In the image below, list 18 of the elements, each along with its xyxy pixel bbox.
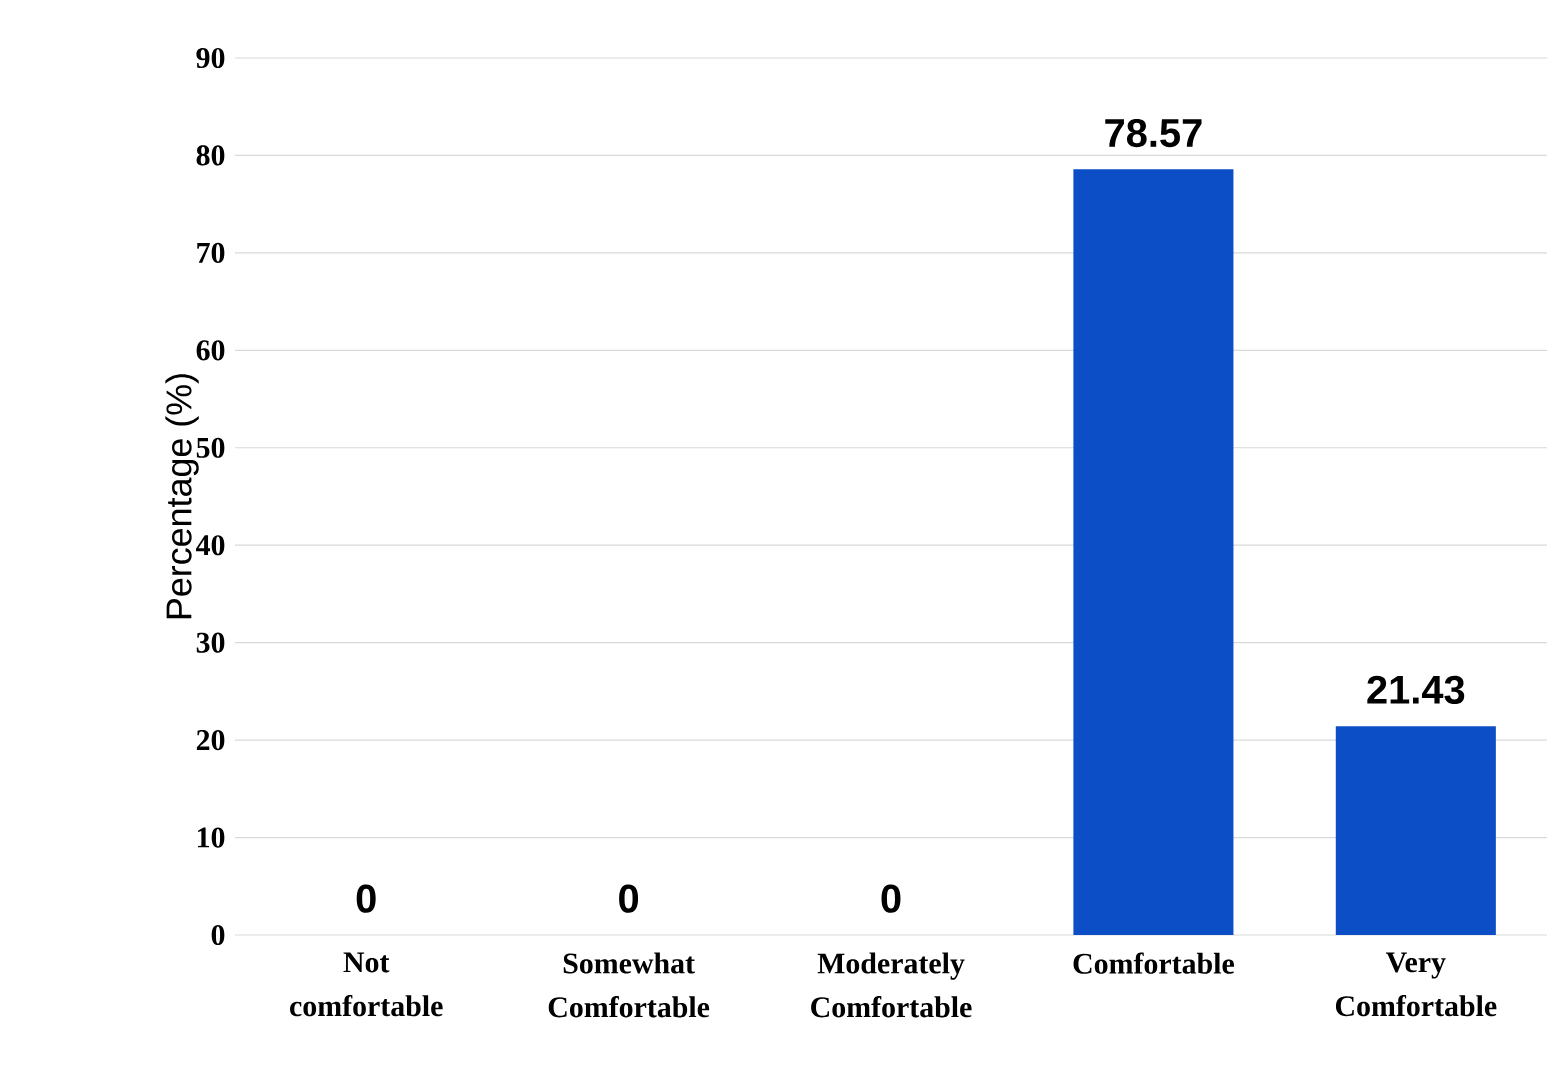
data-label: 0 — [619, 884, 639, 913]
x-tick-label: Somewhat Comfortable — [548, 952, 710, 1018]
y-tick-label: 90 — [196, 47, 225, 69]
x-tick-label: Not comfortable — [290, 952, 443, 1017]
data-label: 0 — [356, 884, 376, 913]
y-tick-label: 70 — [197, 242, 225, 263]
y-tick-label: 30 — [196, 632, 225, 653]
y-tick-label: 0 — [211, 924, 225, 946]
data-label: 0 — [881, 884, 901, 913]
x-tick-label: Moderately Comfortable — [811, 952, 972, 1018]
y-tick-label: 20 — [196, 730, 225, 751]
data-label: 78.57 — [1105, 118, 1202, 148]
data-label: 21.43 — [1367, 675, 1465, 704]
x-tick-label: Comfortable — [1073, 952, 1234, 974]
y-tick-label: 80 — [196, 145, 225, 166]
y-tick-label: 60 — [196, 340, 225, 361]
y-tick-label: 10 — [197, 827, 225, 848]
x-tick-label: Very Comfortable — [1335, 952, 1497, 1017]
